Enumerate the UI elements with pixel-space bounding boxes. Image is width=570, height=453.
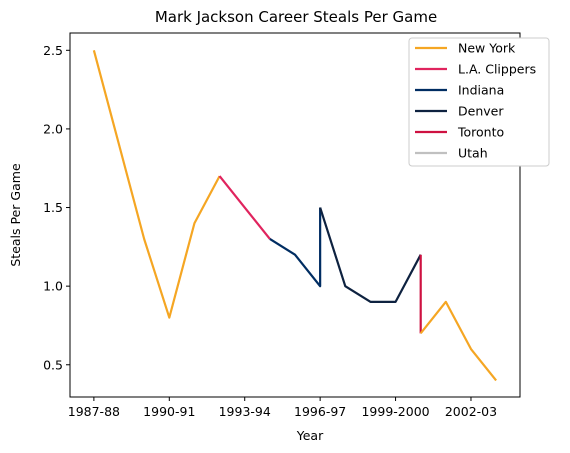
series-line-new-york-0 <box>92 50 221 319</box>
x-axis: 1987-88 1990-91 1993-94 1996-97 1999-2000 200… <box>68 397 497 419</box>
y-tick-label: 0.5 <box>43 357 63 372</box>
x-tick-label: 1999-2000 <box>361 404 429 419</box>
x-axis-title: Year <box>296 428 324 443</box>
legend: New York L.A. Clippers Indiana Denver Toront… <box>408 37 550 167</box>
plot-lines <box>92 50 497 382</box>
x-tick-label: 1990-91 <box>143 404 195 419</box>
x-tick-label: 1987-88 <box>68 404 120 419</box>
series-line-continuation-6 <box>419 300 497 382</box>
legend-label: L.A. Clippers <box>458 62 536 77</box>
y-tick-label: 2.0 <box>43 121 63 136</box>
series-line-indiana-2 <box>269 207 322 288</box>
x-tick-label: 1993-94 <box>219 404 271 419</box>
y-axis: 0.5 1.0 1.5 2.0 2.5 <box>43 43 70 372</box>
legend-label: New York <box>458 41 516 56</box>
y-axis-title: Steals Per Game <box>8 163 23 267</box>
legend-label: Indiana <box>458 83 504 98</box>
y-tick-label: 2.5 <box>43 43 63 58</box>
plot-frame <box>69 32 521 398</box>
series-line-l-a-clippers-1 <box>218 175 271 240</box>
y-tick-label: 1.5 <box>43 200 63 215</box>
legend-label: Denver <box>458 104 504 119</box>
legend-label: Toronto <box>457 125 504 140</box>
legend-label: Utah <box>458 146 488 161</box>
series-line-denver-3 <box>319 207 422 303</box>
x-tick-label: 1996-97 <box>294 404 346 419</box>
y-tick-label: 1.0 <box>43 279 63 294</box>
chart-title: Mark Jackson Career Steals Per Game <box>155 8 437 26</box>
x-tick-label: 2002-03 <box>445 404 497 419</box>
